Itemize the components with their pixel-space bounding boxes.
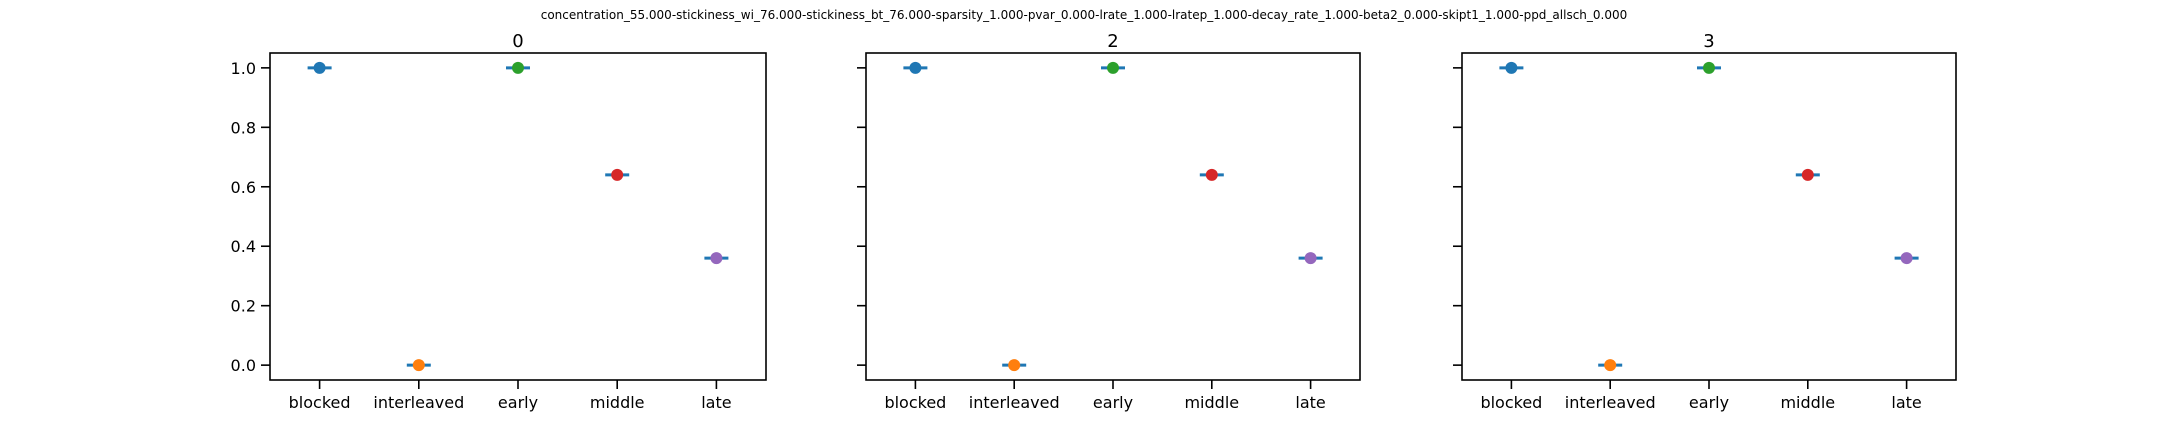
xtick-label: early	[1093, 393, 1133, 412]
data-point	[1900, 252, 1913, 265]
subplot-title: 2	[1107, 31, 1118, 52]
data-point	[1205, 168, 1218, 181]
data-point	[1505, 61, 1518, 74]
xtick-label: late	[1891, 393, 1921, 412]
xtick-label: interleaved	[1565, 393, 1656, 412]
subplot-0: 0 0.0 0.2 0.4 0.6 0.8 1.0 blocked interleaved ea…	[231, 31, 767, 412]
data-point	[1008, 359, 1021, 372]
data-point	[1703, 61, 1715, 74]
xtick-label: late	[701, 393, 731, 412]
ytick-label: 0.6	[231, 178, 256, 197]
xtick-label: early	[498, 393, 538, 412]
subplot-2: 2 blocked interleaved early middle late	[857, 31, 1361, 412]
data-point	[710, 252, 723, 265]
xtick-label: late	[1295, 393, 1325, 412]
data-point	[412, 359, 425, 372]
xtick-label: early	[1689, 393, 1729, 412]
subplot-title: 0	[512, 31, 523, 52]
ytick-label: 0.4	[231, 237, 256, 256]
xtick-label: interleaved	[969, 393, 1060, 412]
figure-suptitle: concentration_55.000-stickiness_wi_76.00…	[541, 8, 1628, 22]
data-point	[1304, 252, 1317, 265]
ytick-label: 0.0	[231, 356, 256, 375]
subplot-title: 3	[1703, 31, 1714, 52]
xtick-label: middle	[590, 393, 645, 412]
data-point	[313, 61, 326, 74]
xtick-label: blocked	[1480, 393, 1542, 412]
data-point	[909, 61, 922, 74]
xtick-label: middle	[1780, 393, 1835, 412]
data-point	[1604, 359, 1617, 372]
xtick-label: middle	[1184, 393, 1239, 412]
xtick-label: blocked	[289, 393, 351, 412]
xtick-label: interleaved	[373, 393, 464, 412]
ytick-label: 0.2	[231, 297, 256, 316]
data-point	[512, 61, 524, 74]
data-point	[611, 168, 624, 181]
data-point	[1107, 61, 1119, 74]
ytick-label: 0.8	[231, 118, 256, 137]
subplot-3: 3 blocked interleaved early middle late	[1453, 31, 1957, 412]
ytick-label: 1.0	[231, 59, 256, 78]
xtick-label: blocked	[884, 393, 946, 412]
data-point	[1801, 168, 1814, 181]
